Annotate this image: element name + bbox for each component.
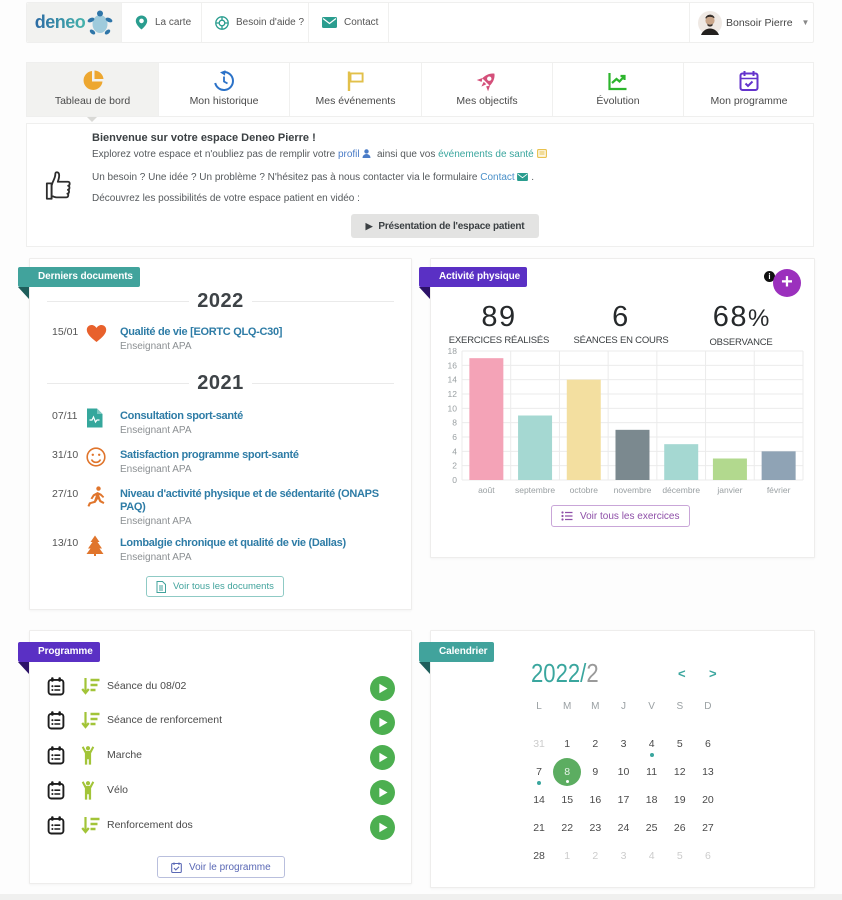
- svg-text:6: 6: [452, 432, 457, 442]
- svg-text:octobre: octobre: [570, 485, 599, 495]
- svg-text:août: août: [478, 485, 495, 495]
- svg-text:janvier: janvier: [716, 485, 742, 495]
- svg-text:14: 14: [448, 375, 458, 385]
- svg-text:10: 10: [448, 403, 458, 413]
- svg-text:12: 12: [448, 389, 458, 399]
- svg-text:0: 0: [452, 475, 457, 485]
- svg-text:novembre: novembre: [614, 485, 652, 495]
- svg-text:2: 2: [452, 461, 457, 471]
- svg-text:septembre: septembre: [515, 485, 555, 495]
- svg-text:8: 8: [452, 418, 457, 428]
- svg-text:16: 16: [448, 360, 458, 370]
- svg-text:février: février: [767, 485, 791, 495]
- svg-text:décembre: décembre: [662, 485, 700, 495]
- svg-text:4: 4: [452, 446, 457, 456]
- svg-text:18: 18: [448, 346, 458, 356]
